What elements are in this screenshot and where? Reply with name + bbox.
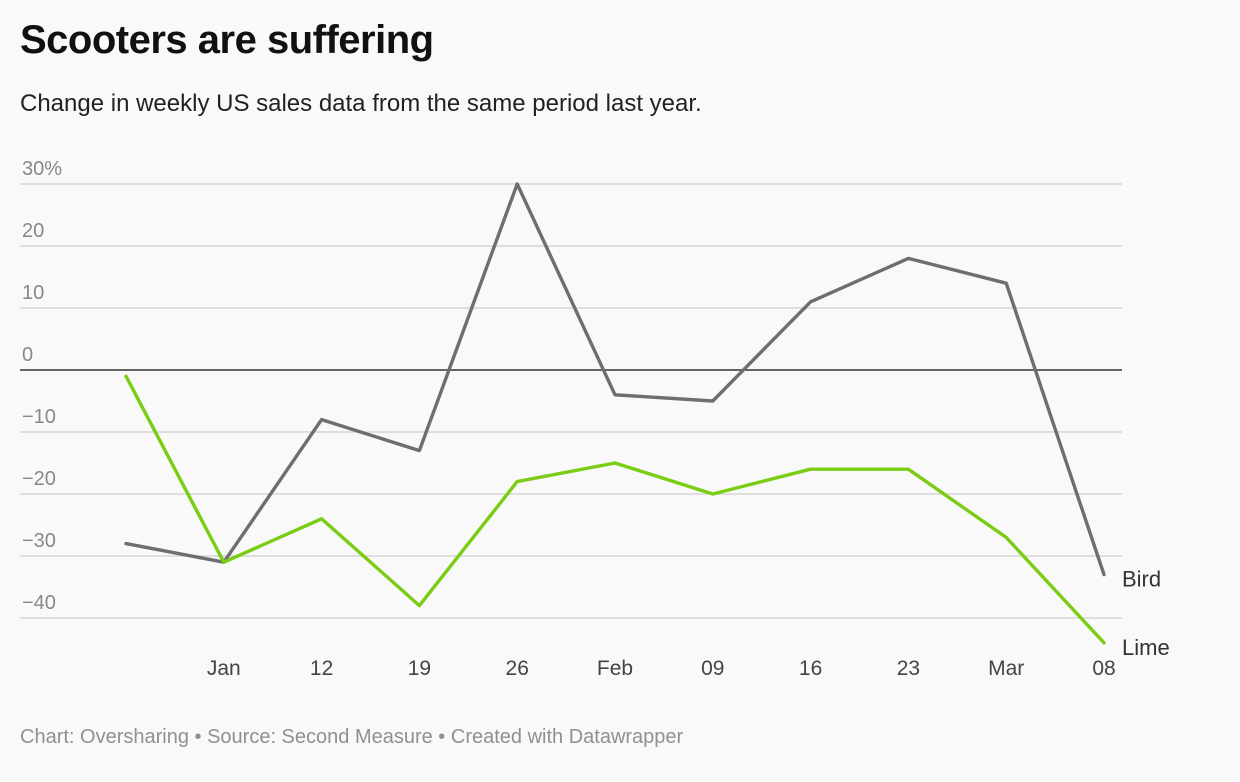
series-label-bird: Bird bbox=[1122, 567, 1161, 592]
y-tick-label: −40 bbox=[22, 592, 56, 614]
y-tick-label: 20 bbox=[22, 220, 44, 242]
x-tick-label: Mar bbox=[988, 657, 1024, 680]
chart-subtitle: Change in weekly US sales data from the … bbox=[20, 90, 702, 117]
series-line-lime bbox=[124, 374, 1106, 645]
chart-title: Scooters are suffering bbox=[20, 18, 434, 62]
x-tick-label: 16 bbox=[799, 657, 822, 680]
x-axis-ticks: Jan 12 19 26 Feb 09 16 23 Mar 08 bbox=[207, 657, 1116, 680]
x-tick-label: 09 bbox=[701, 657, 724, 680]
x-tick-label: 23 bbox=[897, 657, 920, 680]
series-lines bbox=[124, 182, 1106, 645]
x-tick-label: 08 bbox=[1092, 657, 1115, 680]
x-tick-label: 19 bbox=[408, 657, 431, 680]
y-tick-label: −20 bbox=[22, 468, 56, 490]
chart-footer: Chart: Oversharing • Source: Second Meas… bbox=[20, 726, 684, 748]
grid-lines bbox=[20, 183, 1122, 619]
x-tick-label: Jan bbox=[207, 657, 241, 680]
y-tick-label: 30% bbox=[22, 158, 62, 180]
series-line-bird bbox=[124, 182, 1106, 577]
y-tick-label: 0 bbox=[22, 344, 33, 366]
y-tick-label: 10 bbox=[22, 282, 44, 304]
x-tick-label: 12 bbox=[310, 657, 333, 680]
y-tick-label: −30 bbox=[22, 530, 56, 552]
series-labels: Bird Lime bbox=[1122, 567, 1170, 660]
x-tick-label: Feb bbox=[597, 657, 633, 680]
y-tick-label: −10 bbox=[22, 406, 56, 428]
y-axis-ticks: 30% 20 10 0 −10 −20 −30 −40 bbox=[22, 158, 62, 614]
series-label-lime: Lime bbox=[1122, 635, 1170, 660]
x-tick-label: 26 bbox=[506, 657, 529, 680]
